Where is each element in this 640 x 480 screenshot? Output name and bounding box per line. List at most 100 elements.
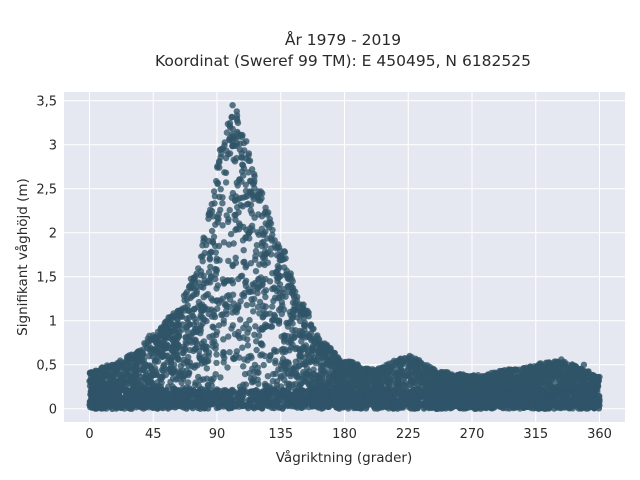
data-point [495,370,503,378]
data-point [184,379,192,386]
data-point [219,311,226,318]
data-point [255,380,262,388]
data-point [185,307,192,314]
data-point [249,180,257,187]
data-point [262,228,269,236]
data-point [240,139,248,147]
data-point [169,375,177,382]
data-point [236,176,243,183]
data-point [408,366,415,373]
data-point [294,314,301,321]
data-point [239,162,247,169]
data-point [137,377,144,384]
data-point [561,382,568,389]
data-point [203,365,210,372]
data-point [252,268,260,275]
data-point [191,279,199,286]
data-point [297,348,304,355]
data-point [158,379,165,386]
data-point [242,181,249,188]
data-point [275,318,283,325]
data-point [170,347,177,354]
data-point [116,374,124,381]
data-point [240,247,247,254]
data-point [200,284,207,291]
data-point [245,152,252,159]
data-point [260,361,267,369]
data-point [360,378,368,386]
data-point [173,340,180,347]
data-point [382,372,390,379]
data-point [260,313,267,320]
data-point [182,346,189,354]
data-point [242,193,249,200]
data-point [213,297,220,304]
data-point [282,366,290,373]
data-point [422,362,429,369]
data-point [257,340,265,348]
data-point [235,226,243,233]
data-point [115,361,123,369]
data-point [284,323,292,330]
data-point [178,379,185,386]
data-point [104,372,111,380]
data-point [235,275,242,283]
data-point [209,339,216,346]
data-point [240,172,247,179]
data-point [252,252,259,260]
data-point [291,306,298,314]
data-point [158,373,165,380]
data-point [174,322,181,329]
data-point [240,363,247,370]
data-point [219,200,226,207]
data-point [237,316,244,323]
data-point [232,216,239,223]
data-point [213,359,220,367]
data-point [187,294,194,302]
data-point [254,284,261,291]
data-point [262,204,269,211]
data-point [241,356,248,363]
data-point [209,238,216,245]
data-point [217,186,224,193]
data-point [131,371,138,378]
data-point [318,372,326,379]
data-point [327,355,334,362]
data-point [244,329,251,336]
data-point [283,380,291,387]
data-point [305,313,312,320]
data-point [235,133,242,140]
data-point [222,179,230,186]
data-point [279,355,287,363]
data-point [538,390,546,397]
data-point [158,366,166,373]
data-point [217,374,224,381]
data-point [247,225,254,232]
data-point [513,366,520,373]
data-point [281,332,288,339]
data-point [234,182,241,189]
data-point [237,194,244,202]
data-point [210,188,218,195]
data-point [271,285,278,292]
data-point [129,366,137,373]
data-point [249,379,256,386]
data-point [207,249,215,256]
data-point [325,374,333,381]
data-point [165,344,172,352]
data-point [217,206,224,214]
data-point [362,405,370,412]
data-point [337,359,345,366]
data-point [259,326,266,333]
data-point [91,382,98,389]
data-point [194,303,201,311]
data-point [389,377,396,384]
data-point [229,262,236,270]
data-point [404,358,412,365]
data-point [149,371,156,378]
data-point [226,206,233,214]
data-point [224,277,231,284]
data-point [276,273,283,280]
data-point [225,257,232,265]
data-point [195,373,202,381]
